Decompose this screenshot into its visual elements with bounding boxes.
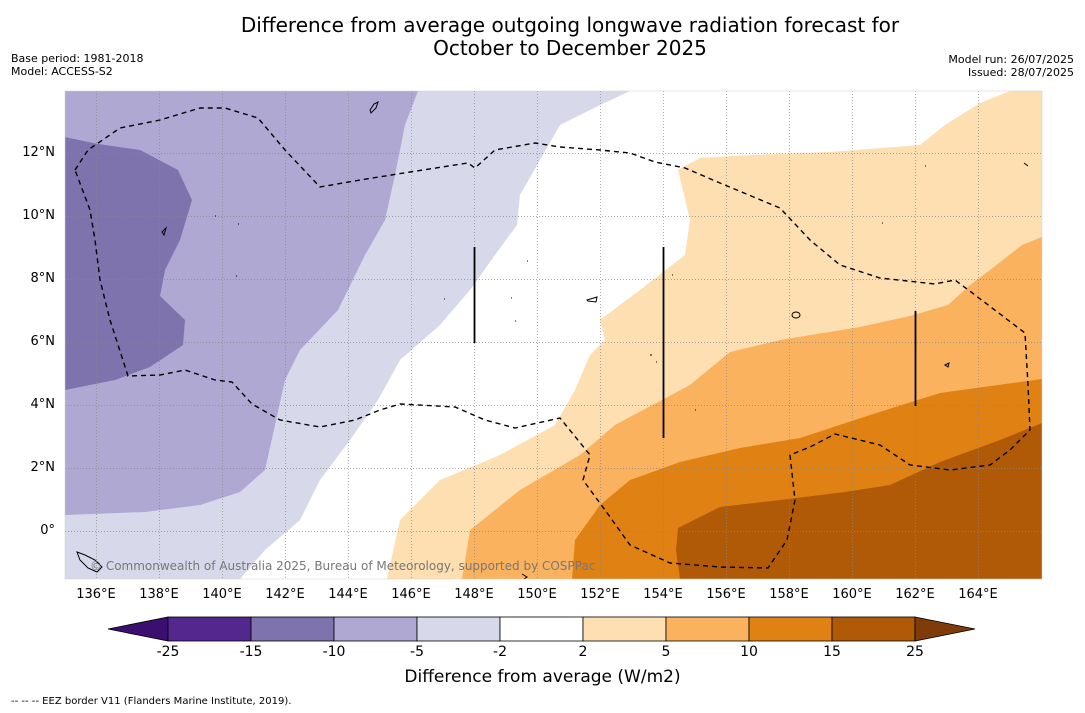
lon-label-162e: 162°E: [895, 587, 935, 602]
colorbar-tick: 10: [740, 644, 758, 660]
lon-label-136e: 136°E: [76, 587, 116, 602]
field-minus10-to-minus5: [65, 91, 418, 515]
colorbar-segment: [665, 616, 750, 642]
eez-borders: [74, 107, 1031, 569]
lon-label-138e: 138°E: [139, 587, 179, 602]
meta-left: Base period: 1981-2018 Model: ACCESS-S2: [11, 52, 143, 78]
lat-label-4n: 4°N: [30, 397, 56, 412]
lon-label-142e: 142°E: [265, 587, 305, 602]
title-line-2: October to December 2025: [433, 36, 707, 60]
lat-label-0: 0°: [40, 523, 55, 538]
lat-label-10n: 10°N: [22, 208, 55, 223]
lon-label-144e: 144°E: [328, 587, 368, 602]
field-15-to-25: [676, 423, 1042, 579]
map-title: Difference from average outgoing longwav…: [0, 14, 1085, 60]
colorbar: [107, 616, 976, 642]
lat-label-8n: 8°N: [30, 271, 56, 286]
colorbar-segment: [582, 616, 667, 642]
island-yap: [161, 226, 168, 237]
lon-label-150e: 150°E: [517, 587, 557, 602]
colorbar-segment: [416, 616, 501, 642]
field-minus15-to-minus10: [65, 137, 192, 390]
map-frame: [64, 90, 1043, 580]
lon-label-152e: 152°E: [580, 587, 620, 602]
field-neutral-white: [65, 91, 1042, 579]
lon-label-146e: 146°E: [391, 587, 431, 602]
lat-label-12n: 12°N: [22, 145, 55, 160]
colorbar-extend-low: [107, 616, 169, 642]
field-minus5-to-minus2: [65, 91, 630, 579]
colorbar-tick: -25: [156, 644, 180, 660]
colorbar-segment: [748, 616, 833, 642]
colorbar-tick: 25: [906, 644, 924, 660]
islands: [76, 101, 1029, 580]
lon-label-164e: 164°E: [958, 587, 998, 602]
island-kosrae: [944, 362, 950, 368]
lat-label-2n: 2°N: [30, 460, 56, 475]
island-chuuk: [586, 296, 598, 303]
field-5-to-10: [462, 237, 1042, 579]
colorbar-segment: [831, 616, 916, 642]
copyright-notice: © Commonwealth of Australia 2025, Bureau…: [90, 559, 596, 573]
colorbar-tick: -10: [322, 644, 346, 660]
field-2-to-5: [387, 91, 1042, 579]
issued-label: Issued: 28/07/2025: [967, 66, 1074, 79]
lon-label-158e: 158°E: [769, 587, 809, 602]
colorbar-tick: -5: [410, 644, 424, 660]
lon-label-148e: 148°E: [454, 587, 494, 602]
colorbar-segment: [499, 616, 584, 642]
title-line-1: Difference from average outgoing longwav…: [240, 13, 900, 37]
base-period-label: Base period: 1981-2018: [11, 52, 144, 65]
colorbar-extend-high: [914, 616, 976, 642]
gridlines: [65, 91, 1042, 579]
colorbar-tick: -15: [239, 644, 263, 660]
eez-footnote: -- -- -- EEZ border V11 (Flanders Marine…: [11, 696, 292, 707]
colorbar-tick: 5: [661, 644, 671, 660]
colorbar-tick: -2: [493, 644, 507, 660]
island-dots: [215, 162, 1029, 411]
lon-label-160e: 160°E: [832, 587, 872, 602]
colorbar-segment: [167, 616, 252, 642]
vertical-markers: [473, 247, 917, 438]
colorbar-segment: [333, 616, 418, 642]
colorbar-tick: 15: [823, 644, 841, 660]
lon-label-140e: 140°E: [202, 587, 242, 602]
lon-label-156e: 156°E: [706, 587, 746, 602]
colorbar-tick: 2: [578, 644, 588, 660]
island-pohnpei: [791, 311, 801, 319]
lon-label-154e: 154°E: [643, 587, 683, 602]
island-manus: [521, 573, 528, 580]
colorbar-label: Difference from average (W/m2): [404, 667, 681, 687]
lat-label-6n: 6°N: [30, 334, 56, 349]
eez-border-palau-fsm: [74, 107, 1031, 569]
model-run-label: Model run: 26/07/2025: [948, 53, 1074, 66]
model-label: Model: ACCESS-S2: [11, 65, 113, 78]
anomaly-fields: [65, 91, 1042, 579]
island-guam: [369, 101, 379, 114]
colorbar-segment: [250, 616, 335, 642]
meta-right: Model run: 26/07/2025 Issued: 28/07/2025: [948, 53, 1074, 79]
field-10-to-15: [572, 379, 1042, 579]
